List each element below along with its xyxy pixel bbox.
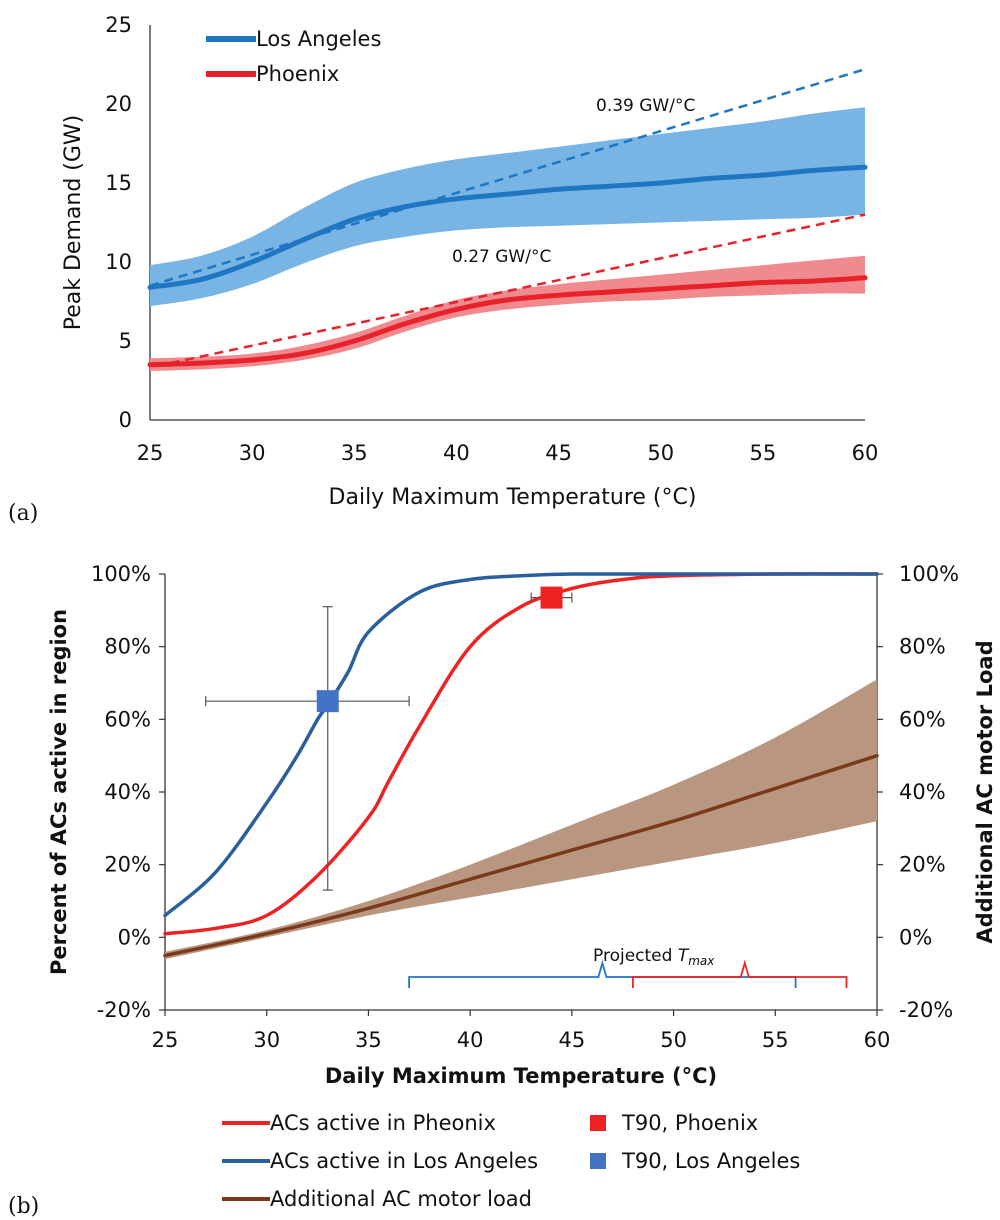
legend-marker-swatch [590,1115,606,1131]
x-axis-title: Daily Maximum Temperature (°C) [325,1064,717,1088]
y2-axis-title: Additional AC motor Load [973,640,997,943]
x-tick-label: 25 [152,1028,179,1052]
y-axis-title: Peak Demand (GW) [61,115,86,331]
y-tick-label: 15 [105,171,132,195]
annotation-t-symbol: T [678,946,690,966]
annotation-text: Projected [593,946,678,966]
confidence-band-phoenix [150,255,865,371]
y-tick-label: 20% [104,853,151,877]
t90-marker-phoenix [540,586,563,609]
slope-annotation-los-angeles: 0.39 GW/°C [596,96,695,116]
y-tick-label: 80% [104,635,151,659]
trend-line-phoenix [170,213,866,365]
series-line-phoenix [147,275,868,368]
panel-b-chart: -20% 0% 20% 40% 60% 80% 100% -20% 0% 20% 40% 60% 80%… [47,562,997,1211]
legend-label: Additional AC motor load [270,1187,532,1211]
t90-marker-los-angeles [316,690,339,713]
y-tick-label: 0% [118,925,151,949]
legend-label: Phoenix [256,62,339,86]
x-tick-label: 60 [852,441,879,465]
x-tick-label: 45 [545,441,572,465]
projected-tmax-bracket-los-angeles [408,959,797,988]
panel-a-chart: 0 5 10 15 20 25 25 30 35 40 45 50 55 60 Daily Maximum … [61,13,878,510]
y-tick-label: 10 [105,250,132,274]
trend-line-los-angeles [149,68,866,287]
series-line-los-angeles [163,572,879,918]
legend-label: T90, Phoenix [621,1111,758,1135]
x-tick-label: 25 [137,441,164,465]
motor-load-band [165,679,877,960]
legend-label: ACs active in Los Angeles [270,1149,538,1173]
y-tick-label: -20% [97,998,151,1022]
x-tick-label: 50 [647,441,674,465]
y-tick-label: 60% [104,707,151,731]
legend-label: Los Angeles [256,27,381,51]
x-tick-label: 35 [355,1028,382,1052]
y2-tick-label: 20% [899,853,946,877]
x-tick-label: 40 [443,441,470,465]
y-tick-label: 40% [104,780,151,804]
y2-tick-label: 100% [899,562,959,586]
y-tick-label: 20 [105,92,132,116]
slope-annotation-phoenix: 0.27 GW/°C [452,247,551,267]
y-tick-label: 5 [119,329,132,353]
x-tick-label: 55 [749,441,776,465]
x-tick-label: 60 [864,1028,891,1052]
projected-tmax-bracket-phoenix [631,959,848,988]
y2-tick-label: 40% [899,780,946,804]
x-tick-label: 45 [558,1028,585,1052]
series-line-los-angeles [147,164,868,290]
legend-label: T90, Los Angeles [621,1149,800,1173]
legend-marker-swatch [590,1153,606,1169]
legend-label: ACs active in Pheonix [270,1111,496,1135]
confidence-band-los-angeles [150,107,865,307]
y2-tick-label: 80% [899,635,946,659]
x-tick-label: 40 [457,1028,484,1052]
y-axis-title: Percent of ACs active in region [47,609,71,975]
x-tick-label: 35 [341,441,368,465]
y2-tick-label: -20% [899,998,953,1022]
x-axis-title: Daily Maximum Temperature (°C) [329,485,697,510]
y2-tick-label: 60% [899,707,946,731]
series-line-motor-load [163,753,879,958]
x-tick-label: 30 [239,441,266,465]
panel-b-label: (b) [8,1194,39,1219]
x-tick-label: 50 [660,1028,687,1052]
y-tick-label: 100% [91,562,151,586]
annotation-subscript: max [688,954,715,968]
x-tick-label: 55 [762,1028,789,1052]
panel-a-label: (a) [8,501,38,526]
y-tick-label: 0 [119,408,132,432]
y-tick-label: 25 [105,13,132,37]
x-tick-label: 30 [253,1028,280,1052]
y2-tick-label: 0% [899,925,932,949]
projected-tmax-annotation: Projected Tmax [593,946,715,968]
